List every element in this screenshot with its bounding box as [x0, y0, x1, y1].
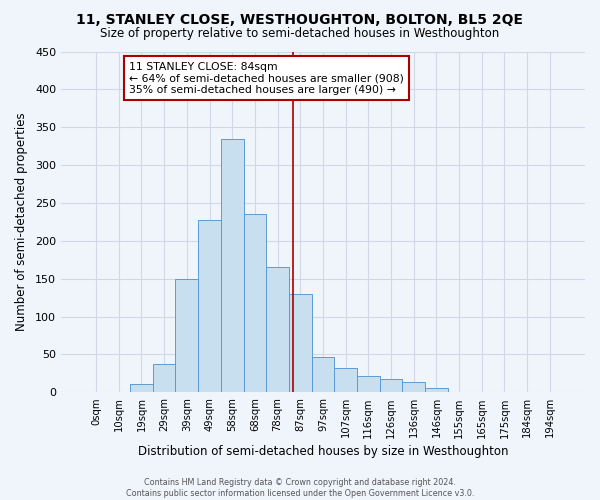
Bar [198, 220, 221, 392]
Bar [221, 138, 244, 392]
Bar [175, 278, 198, 392]
Y-axis label: Number of semi-detached properties: Number of semi-detached properties [15, 112, 28, 331]
Bar [357, 376, 380, 392]
Bar [130, 384, 153, 392]
X-axis label: Distribution of semi-detached houses by size in Westhoughton: Distribution of semi-detached houses by … [138, 444, 508, 458]
Bar [403, 382, 425, 392]
Bar [289, 294, 311, 392]
Bar [311, 356, 334, 392]
Bar [334, 368, 357, 392]
Bar [266, 268, 289, 392]
Text: 11, STANLEY CLOSE, WESTHOUGHTON, BOLTON, BL5 2QE: 11, STANLEY CLOSE, WESTHOUGHTON, BOLTON,… [77, 12, 523, 26]
Bar [153, 364, 175, 392]
Bar [244, 214, 266, 392]
Bar [425, 388, 448, 392]
Text: Contains HM Land Registry data © Crown copyright and database right 2024.
Contai: Contains HM Land Registry data © Crown c… [126, 478, 474, 498]
Text: Size of property relative to semi-detached houses in Westhoughton: Size of property relative to semi-detach… [100, 28, 500, 40]
Bar [380, 378, 403, 392]
Text: 11 STANLEY CLOSE: 84sqm
← 64% of semi-detached houses are smaller (908)
35% of s: 11 STANLEY CLOSE: 84sqm ← 64% of semi-de… [129, 62, 404, 95]
